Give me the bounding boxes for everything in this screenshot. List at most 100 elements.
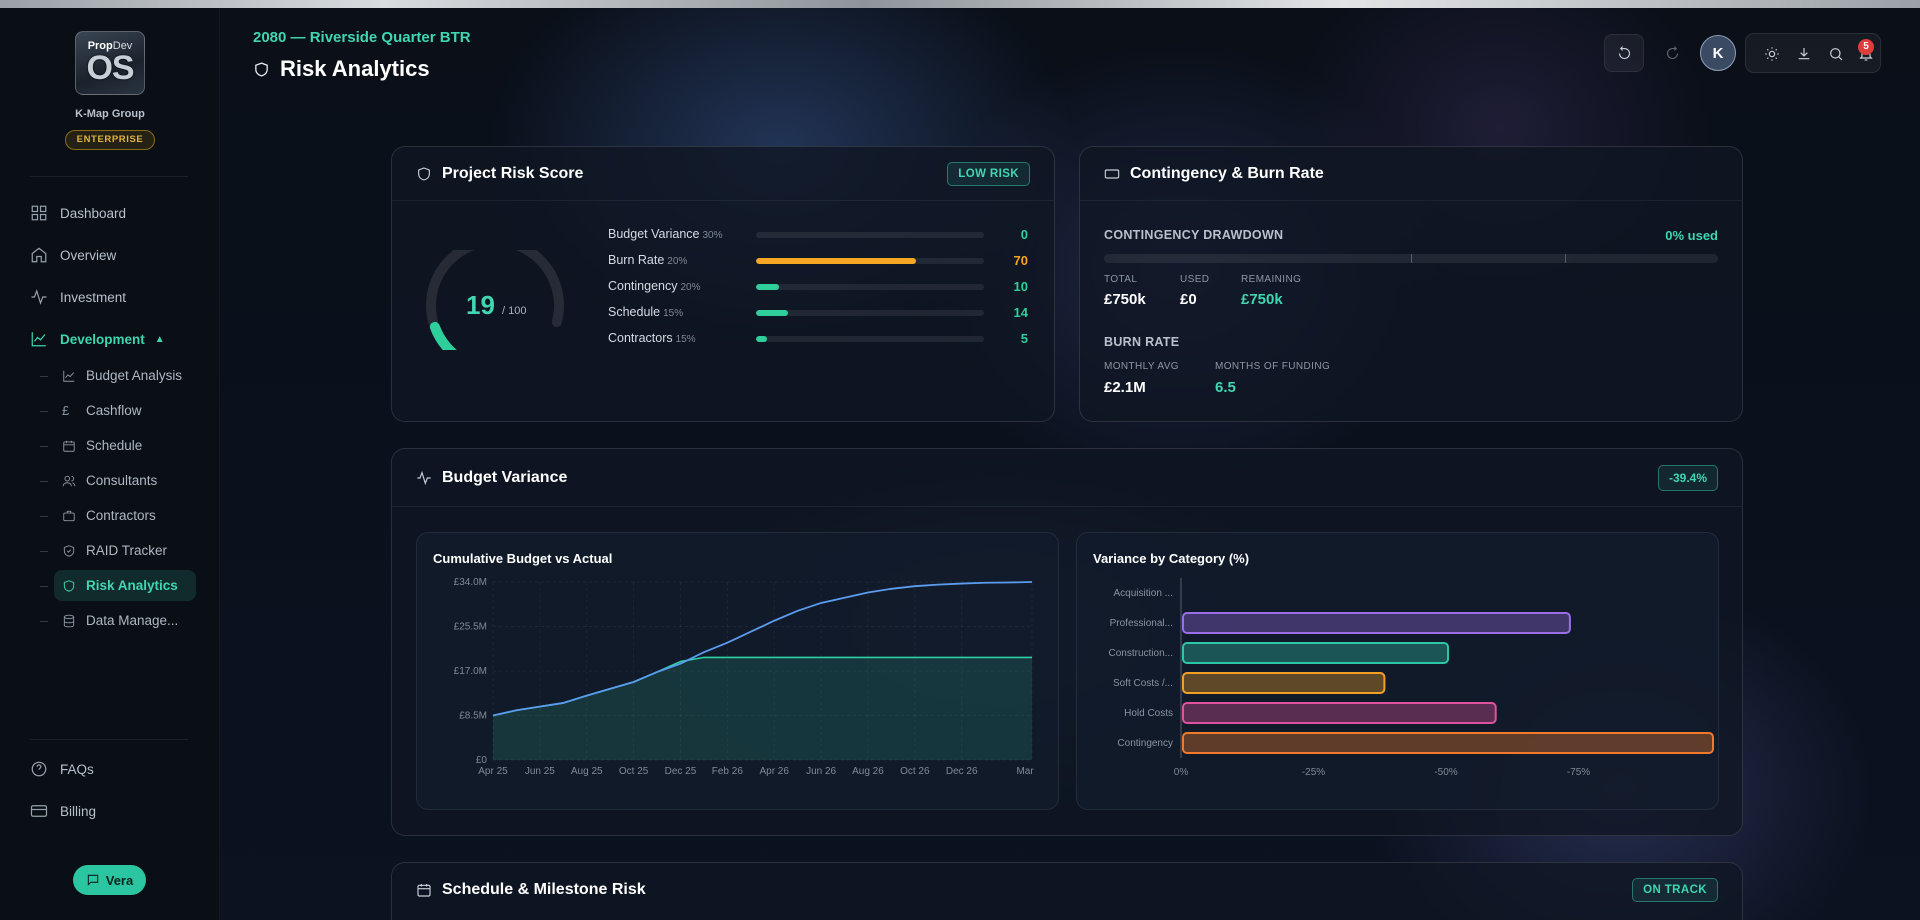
stat-value: £750k <box>1241 291 1283 308</box>
window-top-strip <box>0 0 1920 8</box>
download-button[interactable] <box>1796 46 1812 62</box>
category-label: Hold Costs <box>1124 708 1173 719</box>
x-tick-label: Jun 26 <box>806 766 836 777</box>
factor-value: 10 <box>1013 279 1028 294</box>
redo-button[interactable] <box>1652 34 1692 72</box>
shield-icon <box>418 167 430 181</box>
activity-icon <box>417 470 431 486</box>
nav-label: FAQs <box>60 761 94 777</box>
x-tick-label: Dec 25 <box>665 766 697 777</box>
users-icon <box>62 475 76 486</box>
card-title: Project Risk Score <box>442 165 584 182</box>
nav-label: Billing <box>60 803 97 819</box>
x-tick-label: 0% <box>1174 767 1189 778</box>
divider <box>30 176 188 177</box>
subnav-schedule[interactable]: Schedule <box>54 430 196 461</box>
stat-value: 6.5 <box>1215 379 1236 396</box>
nav-faqs[interactable]: FAQs <box>30 755 94 783</box>
user-avatar[interactable]: K <box>1700 35 1736 71</box>
variance-bar <box>1182 672 1386 694</box>
project-name[interactable]: 2080 — Riverside Quarter BTR <box>253 29 471 46</box>
search-button[interactable] <box>1828 46 1844 62</box>
factor-weight: 15% <box>675 334 696 345</box>
factor-bar-track <box>756 258 984 264</box>
chart-line-icon <box>63 370 75 382</box>
burn-rate-label: BURN RATE <box>1104 335 1180 349</box>
subnav-budget-analysis[interactable]: Budget Analysis <box>54 360 196 391</box>
factor-name: Schedule <box>608 305 661 319</box>
shield-check-icon <box>63 544 75 557</box>
nav-dashboard[interactable]: Dashboard <box>30 199 126 227</box>
assistant-button[interactable]: Vera <box>73 865 146 895</box>
variance-by-category-chart: Acquisition ... Professional... Constructi… <box>1109 578 1714 778</box>
variance-badge: -39.4% <box>1657 465 1718 491</box>
subnav-cashflow[interactable]: £ Cashflow <box>54 395 196 426</box>
undo-button[interactable] <box>1604 34 1644 72</box>
drawdown-used: 0% used <box>1665 228 1718 243</box>
category-label: Construction... <box>1109 648 1173 659</box>
shield-icon <box>63 579 75 592</box>
gauge-track <box>426 250 564 327</box>
subnav-risk-analytics[interactable]: Risk Analytics <box>54 570 196 601</box>
x-tick-label: Aug 26 <box>852 766 884 777</box>
theme-toggle-button[interactable] <box>1764 46 1780 62</box>
card-title: Contingency & Burn Rate <box>1130 165 1324 182</box>
factor-value: 5 <box>1020 331 1028 346</box>
subnav-raid-tracker[interactable]: RAID Tracker <box>54 535 196 566</box>
factor-name: Burn Rate <box>608 253 665 267</box>
card-icon <box>30 805 48 817</box>
x-tick-label: Oct 25 <box>619 766 649 777</box>
x-tick-label: Apr 25 <box>478 766 508 777</box>
category-label: Professional... <box>1110 618 1173 629</box>
sun-icon <box>1765 47 1779 61</box>
schedule-status-badge: ON TRACK <box>1632 878 1718 902</box>
factor-bar-track <box>756 310 984 316</box>
variance-bar <box>1182 642 1449 664</box>
stat-value: £750k <box>1104 291 1146 308</box>
plan-badge: ENTERPRISE <box>65 130 155 150</box>
database-icon <box>63 614 75 627</box>
subnav-data-management[interactable]: Data Manage... <box>54 605 196 636</box>
nav-investment[interactable]: Investment <box>30 283 126 311</box>
app-logo[interactable]: PropDev OS <box>75 31 145 95</box>
x-tick-label: -50% <box>1434 767 1457 778</box>
subnav-label: Budget Analysis <box>86 368 183 383</box>
variance-bar <box>1182 732 1714 754</box>
chat-icon <box>87 874 98 886</box>
nav-billing[interactable]: Billing <box>30 797 96 825</box>
factor-bar-track <box>756 336 984 342</box>
toolbar <box>1745 33 1881 73</box>
page-title: Risk Analytics <box>253 56 430 82</box>
risk-score-card: Project Risk Score LOW RISK <box>391 146 1055 422</box>
subnav-label: Cashflow <box>86 403 142 418</box>
factor-value: 14 <box>1013 305 1028 320</box>
download-icon <box>1798 48 1810 60</box>
redo-icon <box>1666 45 1678 59</box>
chevron-up-icon: ▲ <box>154 333 165 345</box>
contingency-card: Contingency & Burn Rate <box>1079 146 1743 422</box>
subnav-contractors[interactable]: Contractors <box>54 500 196 531</box>
shield-icon <box>255 61 268 77</box>
factor-name: Contractors <box>608 331 673 345</box>
factor-value: 0 <box>1020 227 1028 242</box>
calendar-icon <box>63 440 75 452</box>
nav-label: Dashboard <box>60 205 127 221</box>
y-tick-label: £34.0M <box>454 577 487 588</box>
nav-label: Development <box>60 331 145 347</box>
nav-overview[interactable]: Overview <box>30 241 116 269</box>
x-tick-label: Aug 25 <box>571 766 603 777</box>
y-tick-label: £0 <box>476 755 488 766</box>
briefcase-icon <box>63 510 75 521</box>
risk-level-badge: LOW RISK <box>947 162 1030 186</box>
calendar-icon <box>417 884 431 897</box>
subnav-consultants[interactable]: Consultants <box>54 465 196 496</box>
bar-chart-panel: Variance by Category (%) <box>1076 532 1719 810</box>
y-tick-label: £25.5M <box>454 622 487 633</box>
search-icon <box>1830 48 1843 61</box>
subnav-label: Contractors <box>86 508 156 523</box>
line-chart-panel: Cumulative Budget vs Actual <box>416 532 1059 810</box>
x-tick-label: Feb 26 <box>712 766 744 777</box>
factor-value: 70 <box>1013 253 1028 268</box>
undo-icon <box>1618 45 1630 59</box>
nav-development[interactable]: Development ▲ <box>30 325 165 353</box>
